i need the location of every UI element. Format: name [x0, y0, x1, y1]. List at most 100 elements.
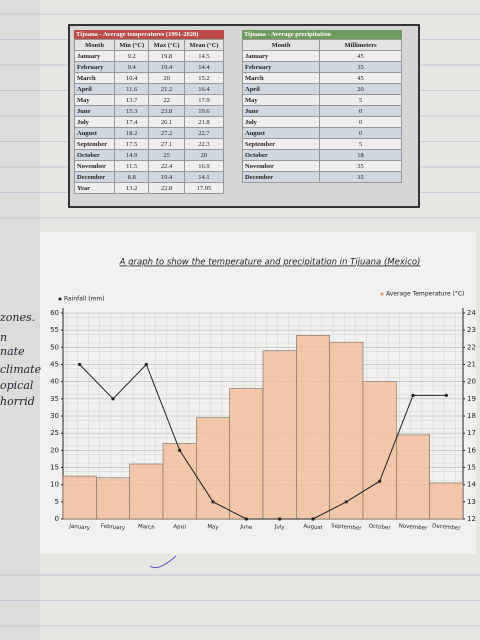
- table-row: October 14.9 25 20: [73, 149, 225, 161]
- y-tick-label: 5: [55, 498, 59, 506]
- header-cell: Mean (°C): [183, 39, 225, 51]
- x-tick-label: May: [207, 524, 220, 531]
- left-page: [0, 0, 40, 640]
- table-cell: 11.6: [114, 83, 150, 95]
- y-tick-label: 15: [50, 464, 59, 472]
- x-tick-label: February: [101, 523, 127, 531]
- table-cell: 17.5: [114, 138, 150, 150]
- header-cell: Max (°C): [148, 39, 185, 51]
- bar: [196, 417, 230, 520]
- table-cell: October: [73, 149, 116, 161]
- precipitation-table: Tijuana - Average precipitation Month Mill…: [241, 30, 402, 183]
- table-row: May 5: [241, 94, 402, 106]
- bar: [129, 463, 164, 520]
- y-tick-label: 25: [50, 429, 59, 437]
- header-cell: Min (°C): [114, 39, 150, 51]
- table-cell: September: [241, 138, 321, 150]
- y-tick-label: 55: [50, 326, 59, 334]
- table-row: June 0: [241, 105, 402, 117]
- table-cell: 45: [319, 50, 402, 62]
- legend-label: Average Temperature (°C): [386, 291, 464, 298]
- margin-note: nate: [0, 345, 25, 358]
- table-cell: 0: [319, 105, 402, 117]
- table-cell: 21.8: [183, 116, 225, 128]
- x-tick-label: March: [138, 524, 156, 531]
- legend-marker: [380, 292, 384, 296]
- table-cell: 11.5: [114, 160, 150, 172]
- table-cell: Year: [73, 182, 116, 194]
- legend-label: Rainfall (mm): [64, 296, 105, 303]
- x-tick-label: June: [239, 524, 253, 531]
- table-cell: 22.4: [148, 160, 185, 172]
- table-cell: 8.8: [114, 171, 150, 183]
- table-cell: August: [241, 127, 321, 139]
- line: [79, 363, 447, 520]
- header-cell: Millimeters: [319, 39, 402, 51]
- table-row: July 17.4 26.1 21.8: [73, 116, 225, 128]
- point: [244, 517, 248, 521]
- temperature-table: Tijuana - Average temperatures (1991-202…: [73, 30, 225, 194]
- y2-tick-label: 18: [467, 412, 476, 420]
- table-row: May 13.7 22 17.9: [73, 94, 225, 106]
- table-cell: October: [241, 149, 321, 161]
- table-cell: 18.2: [114, 127, 150, 139]
- y-tick-label: 20: [50, 446, 59, 454]
- table-row: December 8.8 19.4 14.1: [73, 171, 225, 183]
- y-tick-label: 0: [55, 515, 59, 523]
- y2-tick-label: 24: [467, 309, 476, 317]
- table-cell: November: [241, 160, 321, 172]
- header-cell: Month: [241, 39, 321, 51]
- table-cell: 19.4: [148, 171, 185, 183]
- y2-tick-label: 17: [467, 429, 476, 437]
- table-cell: May: [73, 94, 116, 106]
- table-cell: May: [241, 94, 321, 106]
- point: [378, 479, 382, 483]
- point: [111, 397, 115, 401]
- table-cell: 22.3: [183, 138, 225, 150]
- table-row: Year 13.2 22.8 17.95: [73, 182, 225, 194]
- table-cell: February: [73, 61, 116, 73]
- table-row: April 20: [241, 83, 402, 95]
- table-row: November 35: [241, 160, 402, 172]
- bar: [329, 341, 364, 520]
- table-cell: 45: [319, 72, 402, 84]
- table-cell: 20: [319, 83, 402, 95]
- bar: [96, 477, 130, 520]
- table-cell: 13.2: [114, 182, 150, 194]
- margin-note: zones.: [0, 311, 36, 324]
- table-cell: 5: [319, 94, 402, 106]
- table-title: Tijuana - Average temperatures (1991-202…: [74, 30, 224, 39]
- table-cell: 22: [148, 94, 185, 106]
- table-cell: 10.4: [114, 72, 150, 84]
- header-row: Month Millimeters: [241, 39, 402, 51]
- table-cell: 23.8: [148, 105, 185, 117]
- y2-tick-label: 23: [467, 326, 476, 334]
- y-tick-label: 40: [50, 378, 59, 386]
- table-row: February 35: [241, 61, 402, 73]
- table-row: March 10.4 20 15.2: [73, 72, 225, 84]
- y-tick-label: 45: [50, 361, 59, 369]
- table-row: June 15.3 23.8 19.6: [73, 105, 225, 117]
- table-row: January 45: [241, 50, 402, 62]
- point: [144, 362, 148, 367]
- bar: [429, 482, 464, 520]
- table-cell: February: [241, 61, 321, 73]
- table-row: August 18.2 27.2 22.7: [73, 127, 225, 139]
- header-row: Month Min (°C) Max (°C) Mean (°C): [73, 39, 225, 51]
- y-tick-label: 50: [50, 343, 59, 351]
- legend-marker: [58, 297, 62, 301]
- point: [311, 517, 315, 521]
- table-cell: March: [241, 72, 321, 84]
- x-tick-label: April: [173, 524, 187, 531]
- y2-tick-label: 16: [467, 446, 476, 454]
- x-tick-label: November: [398, 523, 428, 532]
- table-row: December 35: [241, 171, 402, 183]
- point: [444, 393, 448, 397]
- table-cell: April: [73, 83, 116, 95]
- table-cell: August: [73, 127, 116, 139]
- table-cell: 27.2: [148, 127, 185, 139]
- y2-tick-label: 12: [467, 515, 476, 523]
- point: [278, 517, 282, 521]
